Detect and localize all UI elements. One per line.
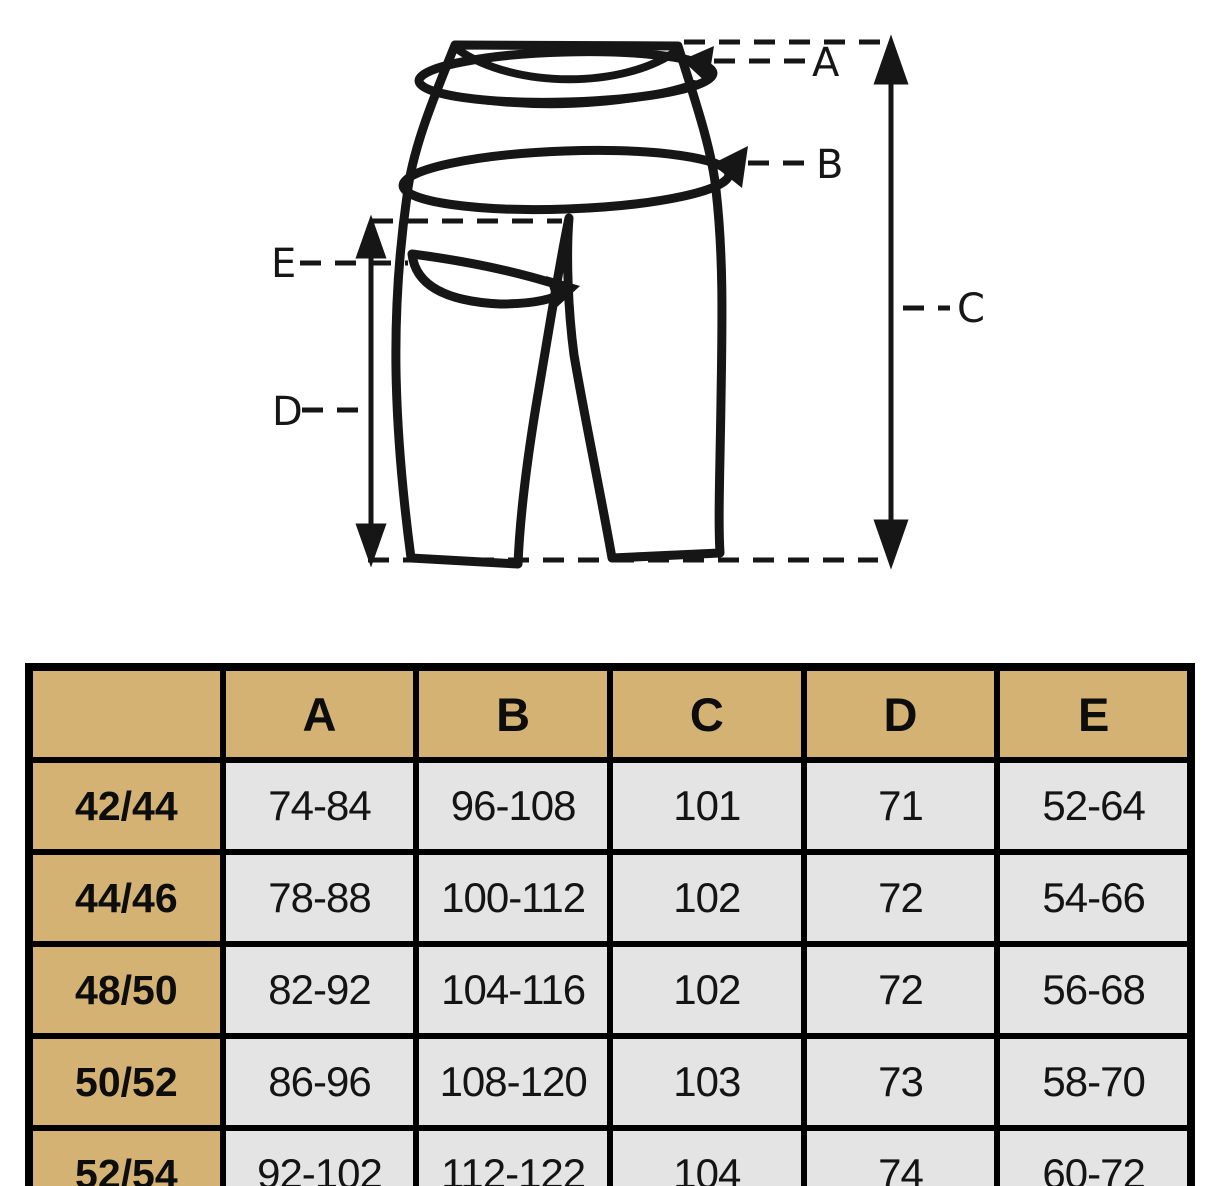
value-cell: 78-88 (219, 849, 420, 947)
value-cell: 60-72 (994, 1125, 1194, 1186)
table-row: 44/46 78-88 100-112 102 72 54-66 (26, 849, 1194, 947)
col-header-a: A (219, 664, 420, 763)
pants-outline (391, 40, 727, 569)
size-cell: 44/46 (26, 849, 226, 947)
col-header-c: C (606, 664, 807, 763)
value-cell: 104-116 (413, 941, 613, 1039)
hip-ellipse-arrowhead (712, 146, 748, 188)
waist-ellipse-arrowhead (682, 46, 714, 84)
size-cell: 52/54 (26, 1125, 226, 1186)
pants-measurement-diagram: A B C D E (271, 34, 985, 570)
value-cell: 112-122 (413, 1125, 613, 1186)
value-cell: 96-108 (413, 757, 613, 855)
value-cell: 92-102 (219, 1125, 420, 1186)
value-cell: 71 (800, 757, 1001, 855)
value-cell: 74 (800, 1125, 1001, 1186)
size-cell: 48/50 (26, 941, 226, 1039)
diagram-label-a: A (812, 40, 840, 86)
waist-ellipse-A (414, 47, 718, 107)
value-cell: 108-120 (413, 1033, 613, 1131)
value-cell: 73 (800, 1033, 1001, 1131)
diagram-label-c: C (957, 286, 985, 332)
thigh-ellipse-E (407, 249, 571, 309)
size-cell: 50/52 (26, 1033, 226, 1131)
size-table: A B C D E 42/44 74-84 96-108 101 71 52-6… (25, 663, 1195, 1186)
col-header-e: E (994, 664, 1194, 763)
value-cell: 86-96 (219, 1033, 420, 1131)
value-cell: 54-66 (994, 849, 1194, 947)
value-cell: 72 (800, 941, 1001, 1039)
size-cell: 42/44 (26, 757, 226, 855)
table-row: 48/50 82-92 104-116 102 72 56-68 (26, 941, 1194, 1039)
value-cell: 52-64 (994, 757, 1194, 855)
value-cell: 58-70 (994, 1033, 1194, 1131)
value-cell: 101 (606, 757, 807, 855)
diagram-label-b: B (816, 142, 843, 188)
inseam-arrow-D-head-top (355, 214, 387, 259)
corner-cell (26, 664, 226, 763)
value-cell: 82-92 (219, 941, 420, 1039)
inseam-arrow-D-head-bottom (355, 523, 387, 568)
col-header-b: B (413, 664, 613, 763)
length-arrow-C-head-bottom (873, 519, 909, 570)
diagram-label-d: D (272, 389, 303, 435)
value-cell: 102 (606, 941, 807, 1039)
table-row: 52/54 92-102 112-122 104 74 60-72 (26, 1125, 1194, 1186)
thigh-ellipse-arrowhead (546, 276, 580, 308)
diagram-label-e: E (271, 241, 296, 287)
value-cell: 100-112 (413, 849, 613, 947)
length-arrow-C-head-top (873, 34, 909, 85)
header-row: A B C D E (26, 664, 1194, 763)
value-cell: 103 (606, 1033, 807, 1131)
value-cell: 56-68 (994, 941, 1194, 1039)
value-cell: 74-84 (219, 757, 420, 855)
value-cell: 104 (606, 1125, 807, 1186)
pants-diagram-svg: A B C D E (271, 34, 985, 570)
col-header-d: D (800, 664, 1001, 763)
value-cell: 102 (606, 849, 807, 947)
table-row: 42/44 74-84 96-108 101 71 52-64 (26, 757, 1194, 855)
table-row: 50/52 86-96 108-120 103 73 58-70 (26, 1033, 1194, 1131)
value-cell: 72 (800, 849, 1001, 947)
